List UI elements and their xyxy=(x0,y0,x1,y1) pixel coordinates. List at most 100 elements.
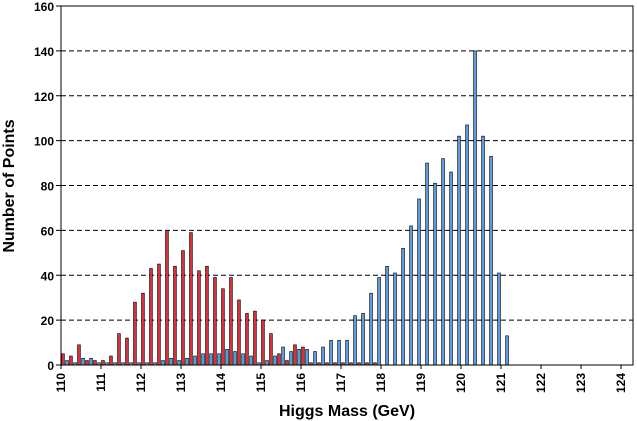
bar-series-1 xyxy=(61,353,65,366)
bar-series-2 xyxy=(385,265,389,366)
bar-series-1 xyxy=(189,232,193,366)
bar-series-1 xyxy=(101,360,105,366)
bar-series-2 xyxy=(313,351,317,366)
bar-series-2 xyxy=(457,135,461,366)
bar-series-1 xyxy=(253,310,257,366)
x-tick-label: 121 xyxy=(494,373,508,393)
bar-series-1 xyxy=(269,333,273,366)
bar-series-2 xyxy=(425,162,429,366)
x-tick-label: 113 xyxy=(174,373,188,393)
x-tick-label: 114 xyxy=(214,373,228,393)
x-tick-label: 122 xyxy=(534,373,548,393)
bar-series-2 xyxy=(265,360,269,366)
bar-series-2 xyxy=(233,351,237,366)
bar-series-1 xyxy=(69,355,73,366)
bar-series-2 xyxy=(297,348,301,366)
bar-series-2 xyxy=(473,50,477,366)
bar-series-2 xyxy=(489,156,493,366)
bar-series-2 xyxy=(305,348,309,366)
x-axis-label: Higgs Mass (GeV) xyxy=(279,403,415,420)
bar-series-1 xyxy=(141,292,145,366)
bar-series-2 xyxy=(273,355,277,366)
bar-series-2 xyxy=(249,355,253,366)
y-axis-ticks: 0 20 40 60 80 100 120 140 160 xyxy=(34,0,61,373)
bar-series-2 xyxy=(441,158,445,366)
bars xyxy=(61,50,509,366)
bar-series-2 xyxy=(505,335,509,366)
bar-series-1 xyxy=(301,346,305,366)
bar-series-2 xyxy=(65,360,69,366)
bar-series-1 xyxy=(277,353,281,366)
x-tick-label: 117 xyxy=(334,373,348,393)
bar-series-1 xyxy=(221,288,225,366)
x-axis-ticks: 110 111 112 113 114 115 116 117 118 119 120 121 122 1… xyxy=(54,365,628,393)
bar-series-1 xyxy=(237,299,241,366)
x-tick-label: 111 xyxy=(94,373,108,392)
bar-series-2 xyxy=(409,225,413,366)
bar-series-2 xyxy=(241,353,245,366)
bar-series-2 xyxy=(225,348,229,366)
x-tick-label: 115 xyxy=(254,373,268,393)
bar-series-1 xyxy=(293,344,297,366)
y-tick-label: 100 xyxy=(34,135,54,149)
bar-series-2 xyxy=(321,346,325,366)
bar-series-2 xyxy=(377,277,381,366)
bar-series-1 xyxy=(125,337,129,366)
bar-series-2 xyxy=(401,248,405,366)
y-tick-label: 160 xyxy=(34,0,54,14)
bar-series-2 xyxy=(89,357,93,366)
x-tick-label: 124 xyxy=(614,373,628,393)
bar-series-2 xyxy=(449,171,453,366)
x-tick-label: 123 xyxy=(574,373,588,393)
bar-series-1 xyxy=(229,277,233,366)
y-tick-label: 120 xyxy=(34,90,54,104)
bar-series-2 xyxy=(289,351,293,366)
bar-series-2 xyxy=(201,353,205,366)
x-tick-label: 110 xyxy=(54,373,68,393)
bar-series-1 xyxy=(157,263,161,366)
bar-series-1 xyxy=(181,250,185,366)
bar-series-2 xyxy=(281,346,285,366)
bar-series-2 xyxy=(393,272,397,366)
x-tick-label: 112 xyxy=(134,373,148,393)
bar-series-2 xyxy=(217,353,221,366)
bar-series-2 xyxy=(465,124,469,366)
bar-series-2 xyxy=(345,340,349,366)
bar-series-2 xyxy=(161,360,165,366)
bar-series-1 xyxy=(93,360,97,366)
x-tick-label: 120 xyxy=(454,373,468,393)
bar-series-1 xyxy=(165,230,169,366)
bar-series-1 xyxy=(77,344,81,366)
bar-series-1 xyxy=(197,270,201,366)
bar-series-2 xyxy=(209,353,213,366)
bar-series-1 xyxy=(85,360,89,366)
bar-series-2 xyxy=(177,360,181,366)
bar-series-1 xyxy=(213,277,217,366)
bar-series-1 xyxy=(205,265,209,366)
y-tick-label: 80 xyxy=(41,180,55,194)
bar-series-2 xyxy=(193,355,197,366)
y-axis-label: Number of Points xyxy=(1,119,18,252)
y-tick-label: 0 xyxy=(47,359,54,373)
y-tick-label: 140 xyxy=(34,45,54,59)
bar-series-2 xyxy=(185,357,189,366)
bar-series-1 xyxy=(245,313,249,366)
x-tick-label: 116 xyxy=(294,373,308,393)
plot-area xyxy=(61,6,633,365)
grid-lines xyxy=(61,50,633,321)
bar-series-1 xyxy=(117,333,121,366)
bar-series-2 xyxy=(353,315,357,366)
bar-series-1 xyxy=(261,319,265,366)
bar-series-1 xyxy=(173,265,177,366)
y-tick-label: 40 xyxy=(41,269,55,283)
bar-series-2 xyxy=(369,292,373,366)
bar-series-1 xyxy=(133,301,137,366)
y-tick-label: 60 xyxy=(41,224,55,238)
bar-series-2 xyxy=(329,340,333,366)
y-tick-label: 20 xyxy=(41,314,55,328)
bar-series-2 xyxy=(361,313,365,366)
x-tick-label: 119 xyxy=(414,373,428,393)
bar-series-2 xyxy=(81,357,85,366)
bar-series-2 xyxy=(433,182,437,366)
